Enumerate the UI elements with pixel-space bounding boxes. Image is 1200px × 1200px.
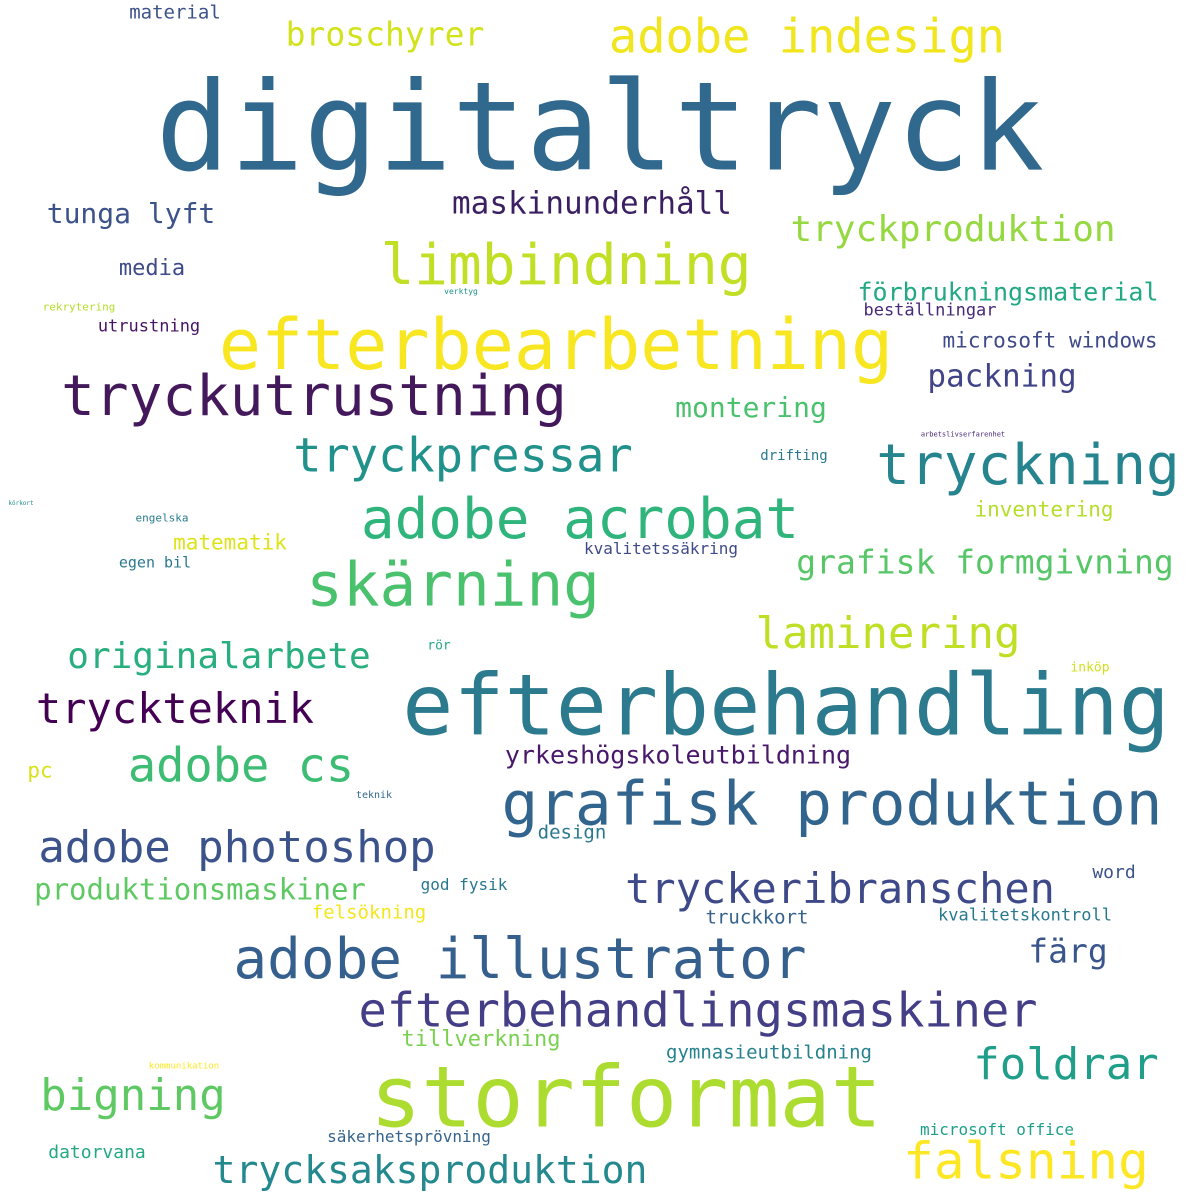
word: foldrar [973,1039,1159,1090]
word: originalarbete [67,636,371,677]
word: bigning [40,1070,226,1121]
word: beställningar [863,300,997,321]
word: word [1092,862,1136,883]
word: pc [27,758,53,783]
word: media [118,256,186,281]
word: rör [427,638,451,654]
word: tillverkning [401,1027,561,1052]
word: god fysik [420,875,508,894]
word: packning [927,358,1077,395]
word: matematik [173,530,287,555]
word: drifting [760,448,828,464]
word: utrustning [97,316,201,337]
word: material [129,1,221,24]
word: microsoft office [919,1120,1075,1139]
word: adobe illustrator [233,927,807,992]
word: inköp [1070,660,1110,676]
word: tryckeribranschen [625,864,1055,913]
word: datorvana [48,1142,146,1163]
word: storformat [370,1048,882,1148]
word: tryckteknik [35,684,315,733]
word: adobe acrobat [360,487,800,552]
word: tryckpressar [293,428,633,484]
word: limbindning [380,233,752,298]
word: skärning [306,549,600,621]
word: tunga lyft [46,197,216,230]
word: design [537,821,607,844]
word: kvalitetskontroll [938,905,1112,926]
word: kvalitetssäkring [583,539,739,558]
word: tryckning [876,433,1180,498]
word: verktyg [444,287,478,296]
word: digitaltryck [155,56,1045,200]
word: arbetslivserfarenhet [920,430,1006,439]
word: gymnasieutbildning [666,1041,872,1064]
word: adobe photoshop [38,822,436,873]
word: grafisk formgivning [796,542,1174,582]
word: laminering [755,608,1021,659]
word: inventering [974,497,1114,522]
word: körkort [8,500,34,507]
word: broschyrer [285,14,485,54]
word: tryckutrustning [61,364,567,429]
word: teknik [355,790,393,801]
word: rekrytering [42,300,116,314]
word: efterbehandlingsmaskiner [358,983,1038,1039]
word: falsning [903,1132,1149,1192]
word: efterbehandling [402,656,1170,756]
word: tryckproduktion [790,209,1116,250]
word: kommunikation [148,1061,220,1072]
word: grafisk produktion [501,768,1163,840]
word: trycksaksproduktion [212,1148,648,1192]
word: färg [1028,931,1108,971]
word: adobe cs [127,738,355,794]
word: adobe indesign [608,9,1006,65]
word: egen bil [118,553,192,572]
word: felsökning [311,901,427,924]
word: produktionsmaskiner [34,872,366,907]
word: säkerhetsprövning [327,1127,491,1146]
word: truckkort [705,906,809,929]
word: engelska [135,511,189,525]
word: förbrukningsmaterial [857,277,1159,307]
word: yrkeshögskoleutbildning [504,740,852,770]
word: microsoft windows [942,328,1158,353]
word: montering [675,391,827,424]
word: maskinunderhåll [452,185,732,222]
word: efterbearbetning [218,304,894,386]
